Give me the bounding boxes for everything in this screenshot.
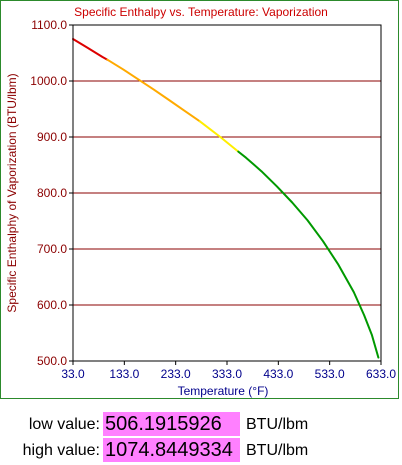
series-line-3 [237, 150, 380, 359]
plot-area-border [72, 24, 382, 362]
y-tick-label: 500.0 [37, 354, 67, 368]
x-tick-label: 633.0 [366, 367, 396, 381]
y-tick-labels: 500.0 600.0 700.0 800.0 900.0 1000.0 1100.0 [30, 18, 73, 368]
high-value-label: high value: [22, 442, 100, 459]
x-tick-label: 233.0 [161, 367, 191, 381]
x-tick-label: 533.0 [315, 367, 345, 381]
series-lines [72, 38, 380, 359]
series-line-2 [198, 120, 240, 153]
y-axis-label: Specific Enthalphy of Vaporization (BTU/… [5, 73, 19, 312]
y-tick-label: 1100.0 [31, 18, 67, 32]
y-tick-label: 700.0 [37, 242, 67, 256]
y-tick-label: 600.0 [37, 298, 67, 312]
x-tick-label: 133.0 [109, 367, 139, 381]
chart-title: Specific Enthalpy vs. Temperature: Vapor… [74, 5, 328, 19]
x-tick-label: 333.0 [212, 367, 242, 381]
y-tick-label: 900.0 [37, 130, 67, 144]
low-value-unit: BTU/lbm [246, 416, 309, 433]
high-value-field: 1074.8449334 [103, 438, 240, 462]
enthalpy-chart: Specific Enthalpy vs. Temperature: Vapor… [5, 5, 396, 398]
high-value-unit: BTU/lbm [246, 442, 309, 459]
x-tick-labels: 33.0 133.0 233.0 333.0 433.0 533.0 633.0 [61, 361, 396, 381]
low-value-readout: low value: 506.1915926 BTU/lbm [0, 412, 402, 438]
x-axis-label: Temperature (°F) [178, 384, 269, 398]
grid-lines [73, 24, 381, 362]
high-value-readout: high value: 1074.8449334 BTU/lbm [0, 438, 402, 464]
x-tick-label: 433.0 [263, 367, 293, 381]
series-line-0 [72, 38, 109, 61]
low-value-label: low value: [28, 416, 100, 433]
chart-frame: Specific Enthalpy vs. Temperature: Vapor… [0, 0, 399, 399]
low-value-field: 506.1915926 [103, 412, 240, 436]
series-line-1 [106, 58, 201, 123]
y-tick-label: 800.0 [37, 186, 67, 200]
x-tick-label: 33.0 [61, 367, 85, 381]
y-tick-label: 1000.0 [30, 74, 67, 88]
